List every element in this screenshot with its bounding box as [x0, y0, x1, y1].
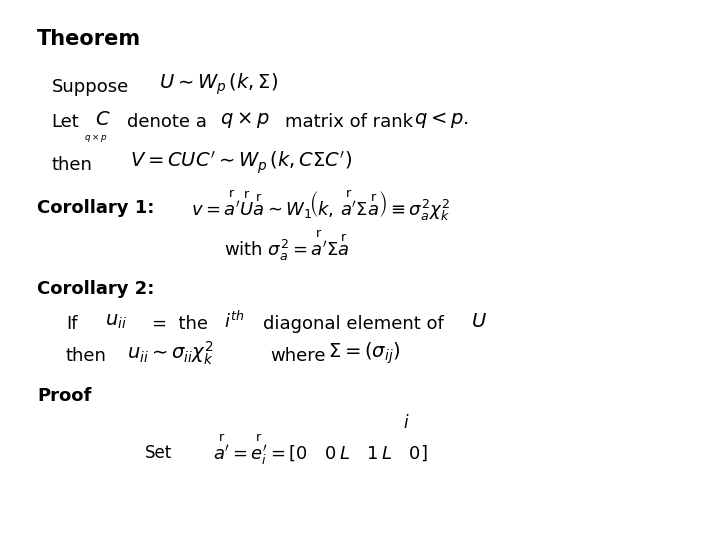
Text: $q \times p$: $q \times p$ [220, 110, 270, 130]
Text: Corollary 2:: Corollary 2: [37, 280, 155, 298]
Text: then: then [52, 156, 92, 174]
Text: Corollary 1:: Corollary 1: [37, 199, 155, 217]
Text: $C$: $C$ [94, 110, 110, 129]
Text: $U \sim W_p\,(k, \Sigma)$: $U \sim W_p\,(k, \Sigma)$ [159, 72, 278, 97]
Text: Set: Set [145, 444, 172, 462]
Text: matrix of rank: matrix of rank [284, 113, 413, 131]
Text: where: where [270, 347, 326, 365]
Text: $_{q \times p}$: $_{q \times p}$ [84, 132, 107, 145]
Text: $\text{with } \sigma_a^2 = \overset{\mathsf{r}}{a'}\Sigma\overset{\mathsf{r}}{a}: $\text{with } \sigma_a^2 = \overset{\mat… [224, 229, 349, 263]
Text: =  the: = the [152, 315, 208, 333]
Text: $\overset{\mathsf{r}}{a'} = \overset{\mathsf{r}}{e_i'} = [0 \quad 0\, L \quad 1\: $\overset{\mathsf{r}}{a'} = \overset{\ma… [213, 433, 428, 467]
Text: $U$: $U$ [471, 312, 487, 330]
Text: $q < p.$: $q < p.$ [414, 110, 469, 130]
Text: If: If [66, 315, 78, 333]
Text: denote a: denote a [127, 113, 207, 131]
Text: Theorem: Theorem [37, 29, 141, 49]
Text: $V = CUC' \sim W_p\,(k, C\Sigma C')$: $V = CUC' \sim W_p\,(k, C\Sigma C')$ [130, 149, 353, 176]
Text: $\Sigma = \left( \sigma_{ij} \right)$: $\Sigma = \left( \sigma_{ij} \right)$ [328, 341, 400, 366]
Text: $u_{ii} \sim \sigma_{ii} \chi_k^2$: $u_{ii} \sim \sigma_{ii} \chi_k^2$ [127, 340, 214, 367]
Text: $i^{th}$: $i^{th}$ [224, 310, 244, 332]
Text: Suppose: Suppose [52, 78, 129, 96]
Text: diagonal element of: diagonal element of [264, 315, 444, 333]
Text: Proof: Proof [37, 387, 91, 405]
Text: Let: Let [52, 113, 79, 131]
Text: $v = \overset{\mathsf{r}}{a'} \overset{\mathsf{r}}{U} \overset{\mathsf{r}}{a} \s: $v = \overset{\mathsf{r}}{a'} \overset{\… [192, 188, 451, 222]
Text: $i$: $i$ [403, 414, 410, 432]
Text: $u_{ii}$: $u_{ii}$ [105, 312, 127, 330]
Text: then: then [66, 347, 107, 365]
